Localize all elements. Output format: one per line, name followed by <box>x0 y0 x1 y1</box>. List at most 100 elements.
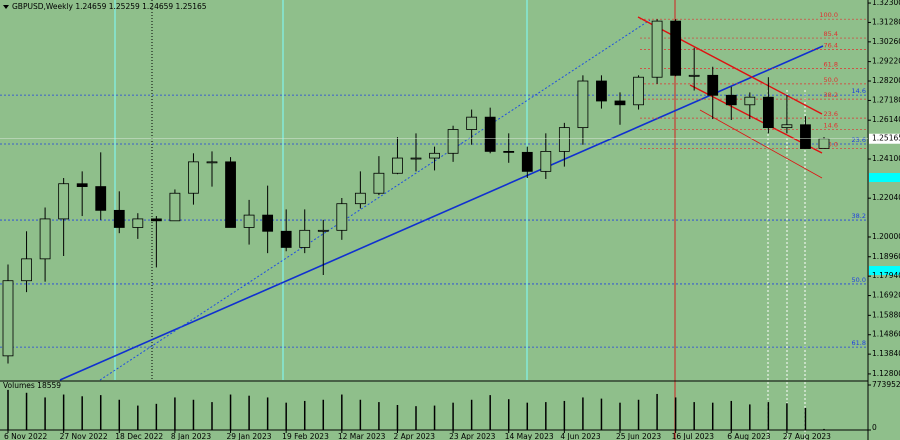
fib-label: 50.0 <box>824 76 838 84</box>
candle-body <box>614 100 626 106</box>
x-tick-label: 4 Jun 2023 <box>560 432 601 440</box>
candle-body <box>150 218 162 222</box>
candle-body <box>410 157 422 160</box>
candle-body <box>373 172 385 194</box>
candle-body <box>169 192 181 222</box>
menu-icon <box>3 5 9 9</box>
x-tick-label: 19 Feb 2023 <box>282 432 329 440</box>
trend-line <box>59 45 824 381</box>
fib-label: 61.8 <box>824 61 838 69</box>
candle-body <box>2 280 14 357</box>
candle-body <box>781 124 793 129</box>
x-tick-label: 8 Jan 2023 <box>171 432 211 440</box>
candle-body <box>521 151 533 172</box>
candle-body <box>317 229 329 232</box>
candle-body <box>336 203 348 231</box>
price-label: 1.25165 <box>872 134 900 143</box>
x-tick-label: 27 Aug 2023 <box>783 432 831 440</box>
candle-body <box>447 129 459 154</box>
fib-label: 38.2 <box>852 212 866 220</box>
candle-body <box>688 74 700 77</box>
candle-body <box>429 152 440 159</box>
candle-body <box>206 161 218 164</box>
x-tick-label: 25 Jun 2023 <box>616 432 661 440</box>
channel-line <box>689 84 823 154</box>
candle-body <box>58 183 70 220</box>
candle-body <box>243 214 255 228</box>
candle-body <box>299 229 311 248</box>
y-tick-label: 1.18960 <box>872 252 900 261</box>
candle-body <box>596 80 607 102</box>
y-tick-label: 1.32300 <box>872 0 900 7</box>
candle-body <box>670 20 682 76</box>
candle-body <box>280 230 292 248</box>
candle-body <box>132 218 144 228</box>
x-tick-label: 23 Apr 2023 <box>449 432 496 440</box>
fib-label: 23.6 <box>852 136 866 144</box>
candle-body <box>503 150 515 153</box>
price-marker <box>869 266 900 275</box>
candle-body <box>818 138 830 149</box>
volume-label: Volumes 18559 <box>3 381 61 390</box>
x-tick-label: 2 Apr 2023 <box>393 432 435 440</box>
fib-label: 100.0 <box>819 11 838 19</box>
fib-label: 38.2 <box>824 91 838 99</box>
candle-body <box>95 186 107 211</box>
fib-label: 76.4 <box>824 42 838 50</box>
candle-body <box>558 127 570 152</box>
candle-body <box>21 258 32 282</box>
y-tick-label: 1.13840 <box>872 349 900 358</box>
candle-body <box>225 161 236 228</box>
candle-body <box>651 20 663 78</box>
y-tick-label: 1.20000 <box>872 232 900 241</box>
plot <box>2 19 830 364</box>
candle-body <box>39 218 51 260</box>
trend-dotted <box>99 19 651 381</box>
fib-label: 14.6 <box>852 87 866 95</box>
x-tick-label: 14 May 2023 <box>505 432 554 440</box>
y-tick-label: 1.28200 <box>872 76 900 85</box>
fib-label: 50.0 <box>852 276 866 284</box>
y-tick-label: 1.27180 <box>872 95 900 104</box>
fib-label: 61.8 <box>852 339 866 347</box>
candle-body <box>540 150 552 172</box>
x-tick-label: 27 Nov 2022 <box>60 432 108 440</box>
candle-body <box>577 80 589 129</box>
candle-body <box>354 192 366 205</box>
x-tick-label: 12 Mar 2023 <box>338 432 386 440</box>
candle-body <box>262 214 274 232</box>
channel-line <box>637 16 823 115</box>
fib-label: 0.0 <box>828 141 838 149</box>
x-tick-label: 6 Aug 2023 <box>727 432 770 440</box>
fib-label: 14.6 <box>824 122 838 130</box>
candle-body <box>762 96 774 129</box>
y-tick-label: 1.24100 <box>872 154 900 163</box>
y-tick-label: 1.15880 <box>872 310 900 319</box>
x-tick-label: 18 Dec 2022 <box>115 432 163 440</box>
header: GBPUSD,Weekly 1.24659 1.25259 1.24659 1.… <box>12 2 207 11</box>
candle-body <box>744 96 756 106</box>
v-tick-label: 773952 <box>872 380 900 389</box>
price-marker <box>869 173 900 182</box>
y-tick-label: 1.12800 <box>872 369 900 378</box>
candle-body <box>707 74 719 96</box>
candle-body <box>800 124 811 149</box>
v-tick-label: 0 <box>872 423 877 432</box>
y-tick-label: 1.29220 <box>872 57 900 66</box>
y-tick-label: 1.14860 <box>872 330 900 339</box>
candle-body <box>392 157 403 174</box>
candle-body <box>484 116 496 152</box>
candle-body <box>113 209 125 228</box>
y-tick-label: 1.22040 <box>872 193 900 202</box>
candle-body <box>725 94 737 106</box>
fib-label: 85.4 <box>824 30 838 38</box>
y-tick-label: 1.30260 <box>872 37 900 46</box>
x-tick-label: 16 Jul 2023 <box>672 432 715 440</box>
y-tick-label: 1.17940 <box>872 271 900 280</box>
candle-body <box>76 183 88 187</box>
fib-label: 23.6 <box>824 110 838 118</box>
x-tick-label: 6 Nov 2022 <box>4 432 47 440</box>
price-box <box>869 133 900 144</box>
y-tick-label: 1.31280 <box>872 17 900 26</box>
